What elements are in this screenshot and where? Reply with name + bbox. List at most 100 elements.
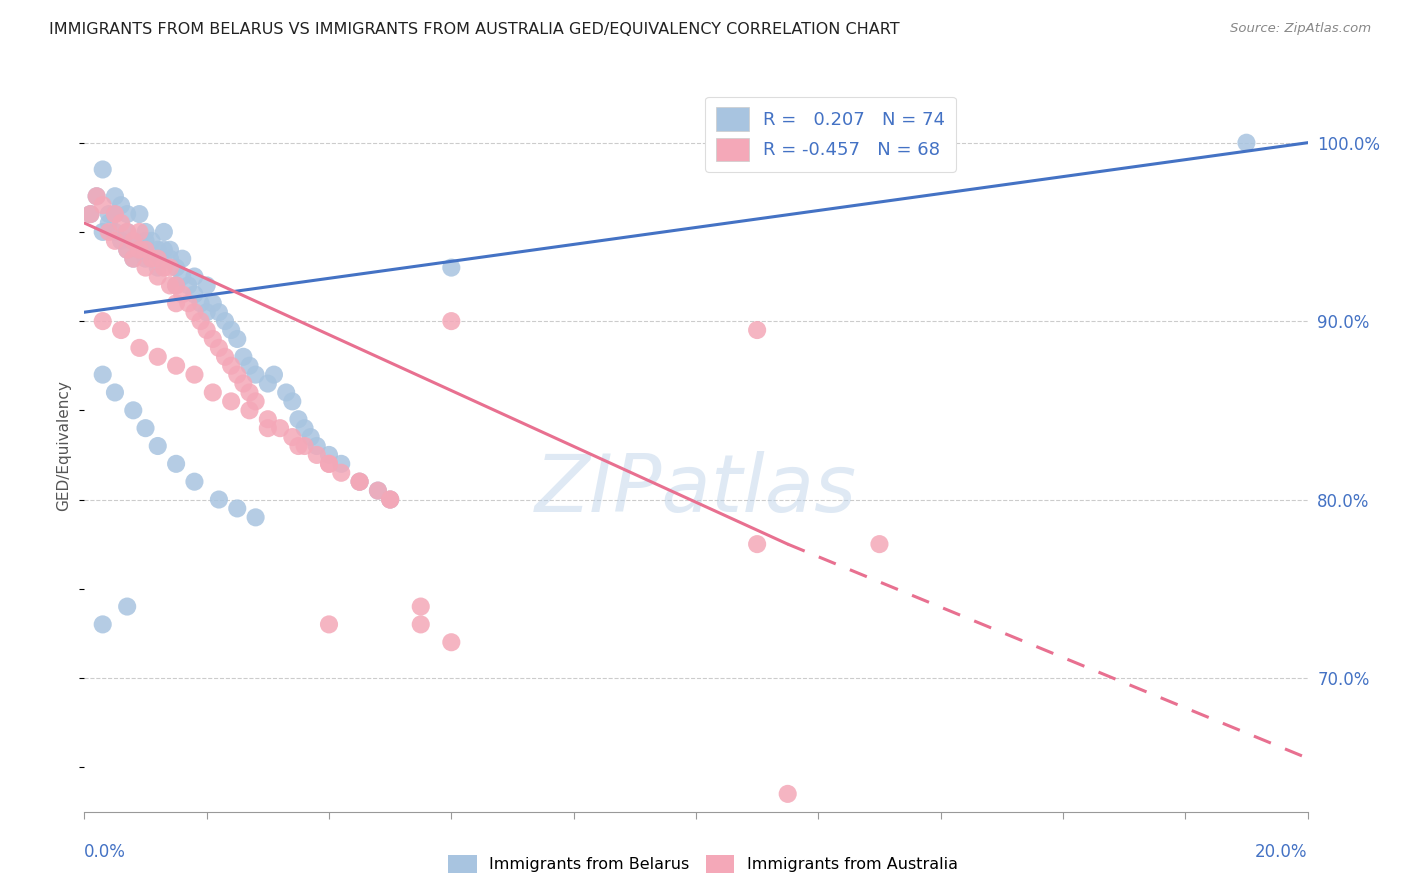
Point — [299, 430, 322, 444]
Text: Source: ZipAtlas.com: Source: ZipAtlas.com — [1230, 22, 1371, 36]
Point — [318, 457, 340, 471]
Point — [110, 216, 132, 230]
Text: 20.0%: 20.0% — [1256, 843, 1308, 861]
Point — [330, 466, 353, 480]
Point — [380, 492, 402, 507]
Point — [146, 252, 169, 266]
Point — [367, 483, 389, 498]
Point — [226, 501, 249, 516]
Point — [79, 207, 101, 221]
Point — [305, 448, 328, 462]
Point — [380, 492, 402, 507]
Point — [219, 394, 242, 409]
Point — [97, 225, 120, 239]
Point — [135, 225, 157, 239]
Point — [141, 252, 163, 266]
Point — [190, 296, 212, 310]
Point — [232, 350, 254, 364]
Point — [146, 243, 169, 257]
Y-axis label: GED/Equivalency: GED/Equivalency — [56, 381, 72, 511]
Point — [195, 278, 218, 293]
Point — [122, 252, 145, 266]
Point — [245, 368, 267, 382]
Point — [104, 207, 127, 221]
Point — [104, 189, 127, 203]
Point — [776, 787, 799, 801]
Point — [219, 359, 242, 373]
Point — [115, 243, 138, 257]
Point — [91, 617, 114, 632]
Point — [165, 278, 187, 293]
Point — [128, 243, 150, 257]
Point — [91, 162, 114, 177]
Point — [122, 252, 145, 266]
Point — [409, 617, 432, 632]
Point — [294, 421, 316, 435]
Point — [165, 359, 187, 373]
Point — [201, 332, 224, 346]
Point — [214, 350, 236, 364]
Point — [219, 323, 242, 337]
Point — [159, 278, 181, 293]
Point — [146, 260, 169, 275]
Point — [747, 323, 769, 337]
Point — [91, 198, 114, 212]
Point — [135, 421, 157, 435]
Point — [135, 234, 157, 248]
Point — [91, 368, 114, 382]
Point — [226, 368, 249, 382]
Point — [115, 225, 138, 239]
Point — [135, 252, 157, 266]
Point — [208, 341, 231, 355]
Point — [128, 243, 150, 257]
Point — [440, 260, 463, 275]
Point — [263, 368, 285, 382]
Point — [153, 260, 176, 275]
Point — [86, 189, 108, 203]
Point — [128, 225, 150, 239]
Point — [440, 314, 463, 328]
Point — [177, 296, 200, 310]
Point — [141, 252, 163, 266]
Point — [91, 314, 114, 328]
Point — [245, 394, 267, 409]
Text: 0.0%: 0.0% — [84, 843, 127, 861]
Point — [349, 475, 371, 489]
Point — [869, 537, 891, 551]
Point — [294, 439, 316, 453]
Point — [110, 198, 132, 212]
Point — [159, 260, 181, 275]
Point — [318, 617, 340, 632]
Point — [165, 296, 187, 310]
Point — [159, 252, 181, 266]
Point — [208, 492, 231, 507]
Point — [128, 341, 150, 355]
Point — [115, 207, 138, 221]
Text: ZIPatlas: ZIPatlas — [534, 450, 858, 529]
Point — [104, 385, 127, 400]
Point — [172, 269, 194, 284]
Point — [380, 492, 402, 507]
Point — [281, 394, 304, 409]
Point — [190, 314, 212, 328]
Point — [226, 332, 249, 346]
Point — [195, 323, 218, 337]
Point — [86, 189, 108, 203]
Point — [110, 234, 132, 248]
Point — [104, 207, 127, 221]
Point — [97, 207, 120, 221]
Point — [183, 368, 205, 382]
Point — [159, 243, 181, 257]
Point — [409, 599, 432, 614]
Point — [141, 234, 163, 248]
Point — [115, 225, 138, 239]
Point — [208, 305, 231, 319]
Point — [349, 475, 371, 489]
Point — [257, 376, 280, 391]
Point — [104, 234, 127, 248]
Point — [135, 243, 157, 257]
Point — [91, 225, 114, 239]
Point — [104, 225, 127, 239]
Point — [440, 635, 463, 649]
Point — [165, 457, 187, 471]
